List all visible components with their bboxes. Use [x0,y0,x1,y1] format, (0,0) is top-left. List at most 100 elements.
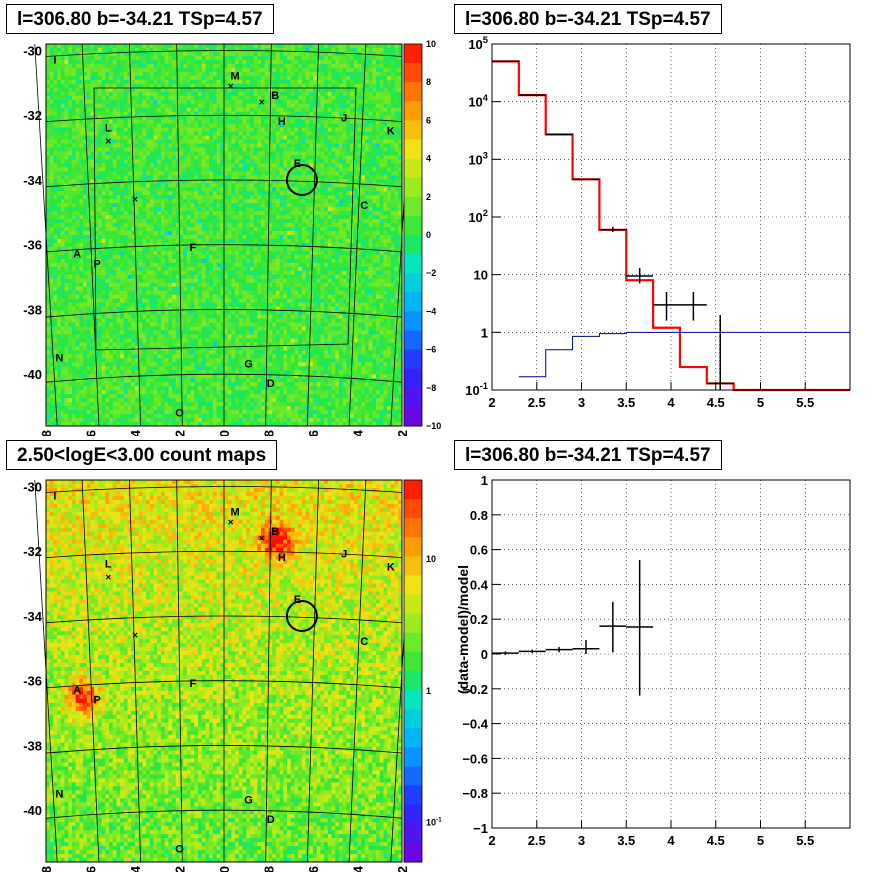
target-circle [285,163,318,196]
source-cross-mark: × [259,534,265,545]
source-label: A [73,249,81,261]
residual-map-panel: l=306.80 b=-34.21 TSp=4.57 I M B L H J K E C A P F N… [0,0,448,436]
colorbar-tick-label: 10 [426,554,436,564]
source-label: F [189,678,196,690]
colorbar-tick-label: 8 [426,77,431,87]
x-tick-label: 3 [578,833,585,848]
colorbar [404,480,422,863]
x-tick-label: 302 [395,866,410,872]
y-tick-label: −0.4 [462,717,488,732]
y-tick-label: −0.6 [462,751,488,766]
source-label: O [175,407,184,419]
y-tick-label: 0 [481,647,488,662]
y-tick-label: 0.6 [470,543,488,558]
source-cross-mark: × [259,98,265,109]
map-frame [45,43,403,427]
source-label: P [94,694,101,706]
residual-point-errorbar [599,601,627,653]
target-circle [285,599,318,632]
data-point-errorbar [653,292,680,321]
colorbar-tick-label: 2 [426,192,431,202]
y-tick-label: 104 [468,93,488,110]
y-tick-label: 0.8 [470,508,488,523]
y-tick-label: -32 [23,544,42,559]
y-tick-label: 10-1 [465,381,488,398]
y-tick-label: 105 [468,35,488,52]
source-label: H [278,116,286,128]
residual-map-title: l=306.80 b=-34.21 TSp=4.57 [6,4,274,34]
source-label: A [73,685,81,697]
x-tick-label: 2 [488,395,495,410]
x-tick-label: 5 [757,395,764,410]
x-tick-label: 302 [395,430,410,436]
colorbar-frame [403,479,423,863]
x-tick-label: 2 [488,833,495,848]
model-step-line [492,60,850,392]
y-tick-label: -32 [23,108,42,123]
background-step-line [518,331,850,378]
x-tick-label: 4.5 [707,395,725,410]
source-label: B [271,90,279,102]
data-point-errorbar [626,268,654,284]
count-map-title: 2.50<logE<3.00 count maps [6,440,278,470]
x-tick-label: 310 [217,866,232,872]
graticule-lon-line [129,479,141,863]
source-label: O [175,843,184,855]
residual-point-errorbar [572,640,600,654]
x-tick-label: 2.5 [528,395,546,410]
y-tick-label: -34 [23,609,43,624]
y-tick-label: 0.4 [470,577,489,592]
source-label: B [271,526,279,538]
source-label: L [105,558,112,570]
source-label: L [105,122,112,134]
source-label: J [341,549,347,561]
x-tick-label: 316 [84,430,99,436]
graticule-lon-line [176,43,183,427]
x-tick-label: 3.5 [617,395,635,410]
colorbar [404,44,422,427]
map-frame [45,479,403,863]
spectrum-panel: l=306.80 b=-34.21 TSp=4.57 2 2.5 3 3.5 4 4.5 5… [448,0,896,436]
x-tick-label: 312 [173,866,188,872]
y-tick-label: -38 [23,302,42,317]
x-tick-label: 5 [757,833,764,848]
graticule-lon-line [81,43,100,427]
residual-ratio-panel: l=306.80 b=-34.21 TSp=4.57 2 2.5 3 3.5 4 4.5 5… [448,436,896,872]
y-tick-label: 1 [481,473,488,488]
residual-point-errorbar [545,647,573,653]
y-tick-label: 103 [468,150,488,167]
source-label: H [278,552,286,564]
roi-outline [93,87,357,351]
residual-map-chart: I M B L H J K E C A P F N G D O × × × × -30 -32 -34 -36 -38 -40 31… [23,39,441,436]
colorbar-tick-label: −4 [426,306,436,316]
source-label: K [387,562,395,574]
source-label: N [55,788,63,800]
source-label: K [387,126,395,138]
data-point-errorbar [599,227,627,232]
x-tick-label: 312 [173,430,188,436]
graticule-lon-line [307,479,319,863]
graticule-lon-line [265,43,272,427]
x-tick-label: 316 [84,866,99,872]
source-cross-mark: × [105,572,111,583]
x-tick-label: 314 [128,429,143,436]
source-label: N [55,352,63,364]
count-map-panel: 2.50<logE<3.00 count maps I M B L H J K E C A P F N G… [0,436,448,872]
source-label: E [294,158,301,170]
x-tick-label: 3 [578,395,585,410]
y-tick-label: −0.2 [462,682,488,697]
spectrum-title: l=306.80 b=-34.21 TSp=4.57 [454,4,722,34]
colorbar-tick-label: 10-1 [426,816,442,827]
x-tick-label: 4 [667,833,675,848]
graticule-lon-line [348,43,367,427]
source-cross-mark: × [132,195,138,206]
y-tick-label: 102 [468,208,488,225]
y-tick-label: -34 [23,173,43,188]
x-tick-label: 314 [128,865,143,872]
data-point-errorbar [706,314,734,390]
source-cross-mark: × [228,81,234,92]
spectrum-chart: 2 2.5 3 3.5 4 4.5 5 5.5 10-1 1 10 102 103 104 105 [465,35,851,410]
source-label: E [294,594,301,606]
x-tick-label: 308 [262,866,277,872]
colorbar-tick-label: −10 [426,421,441,431]
